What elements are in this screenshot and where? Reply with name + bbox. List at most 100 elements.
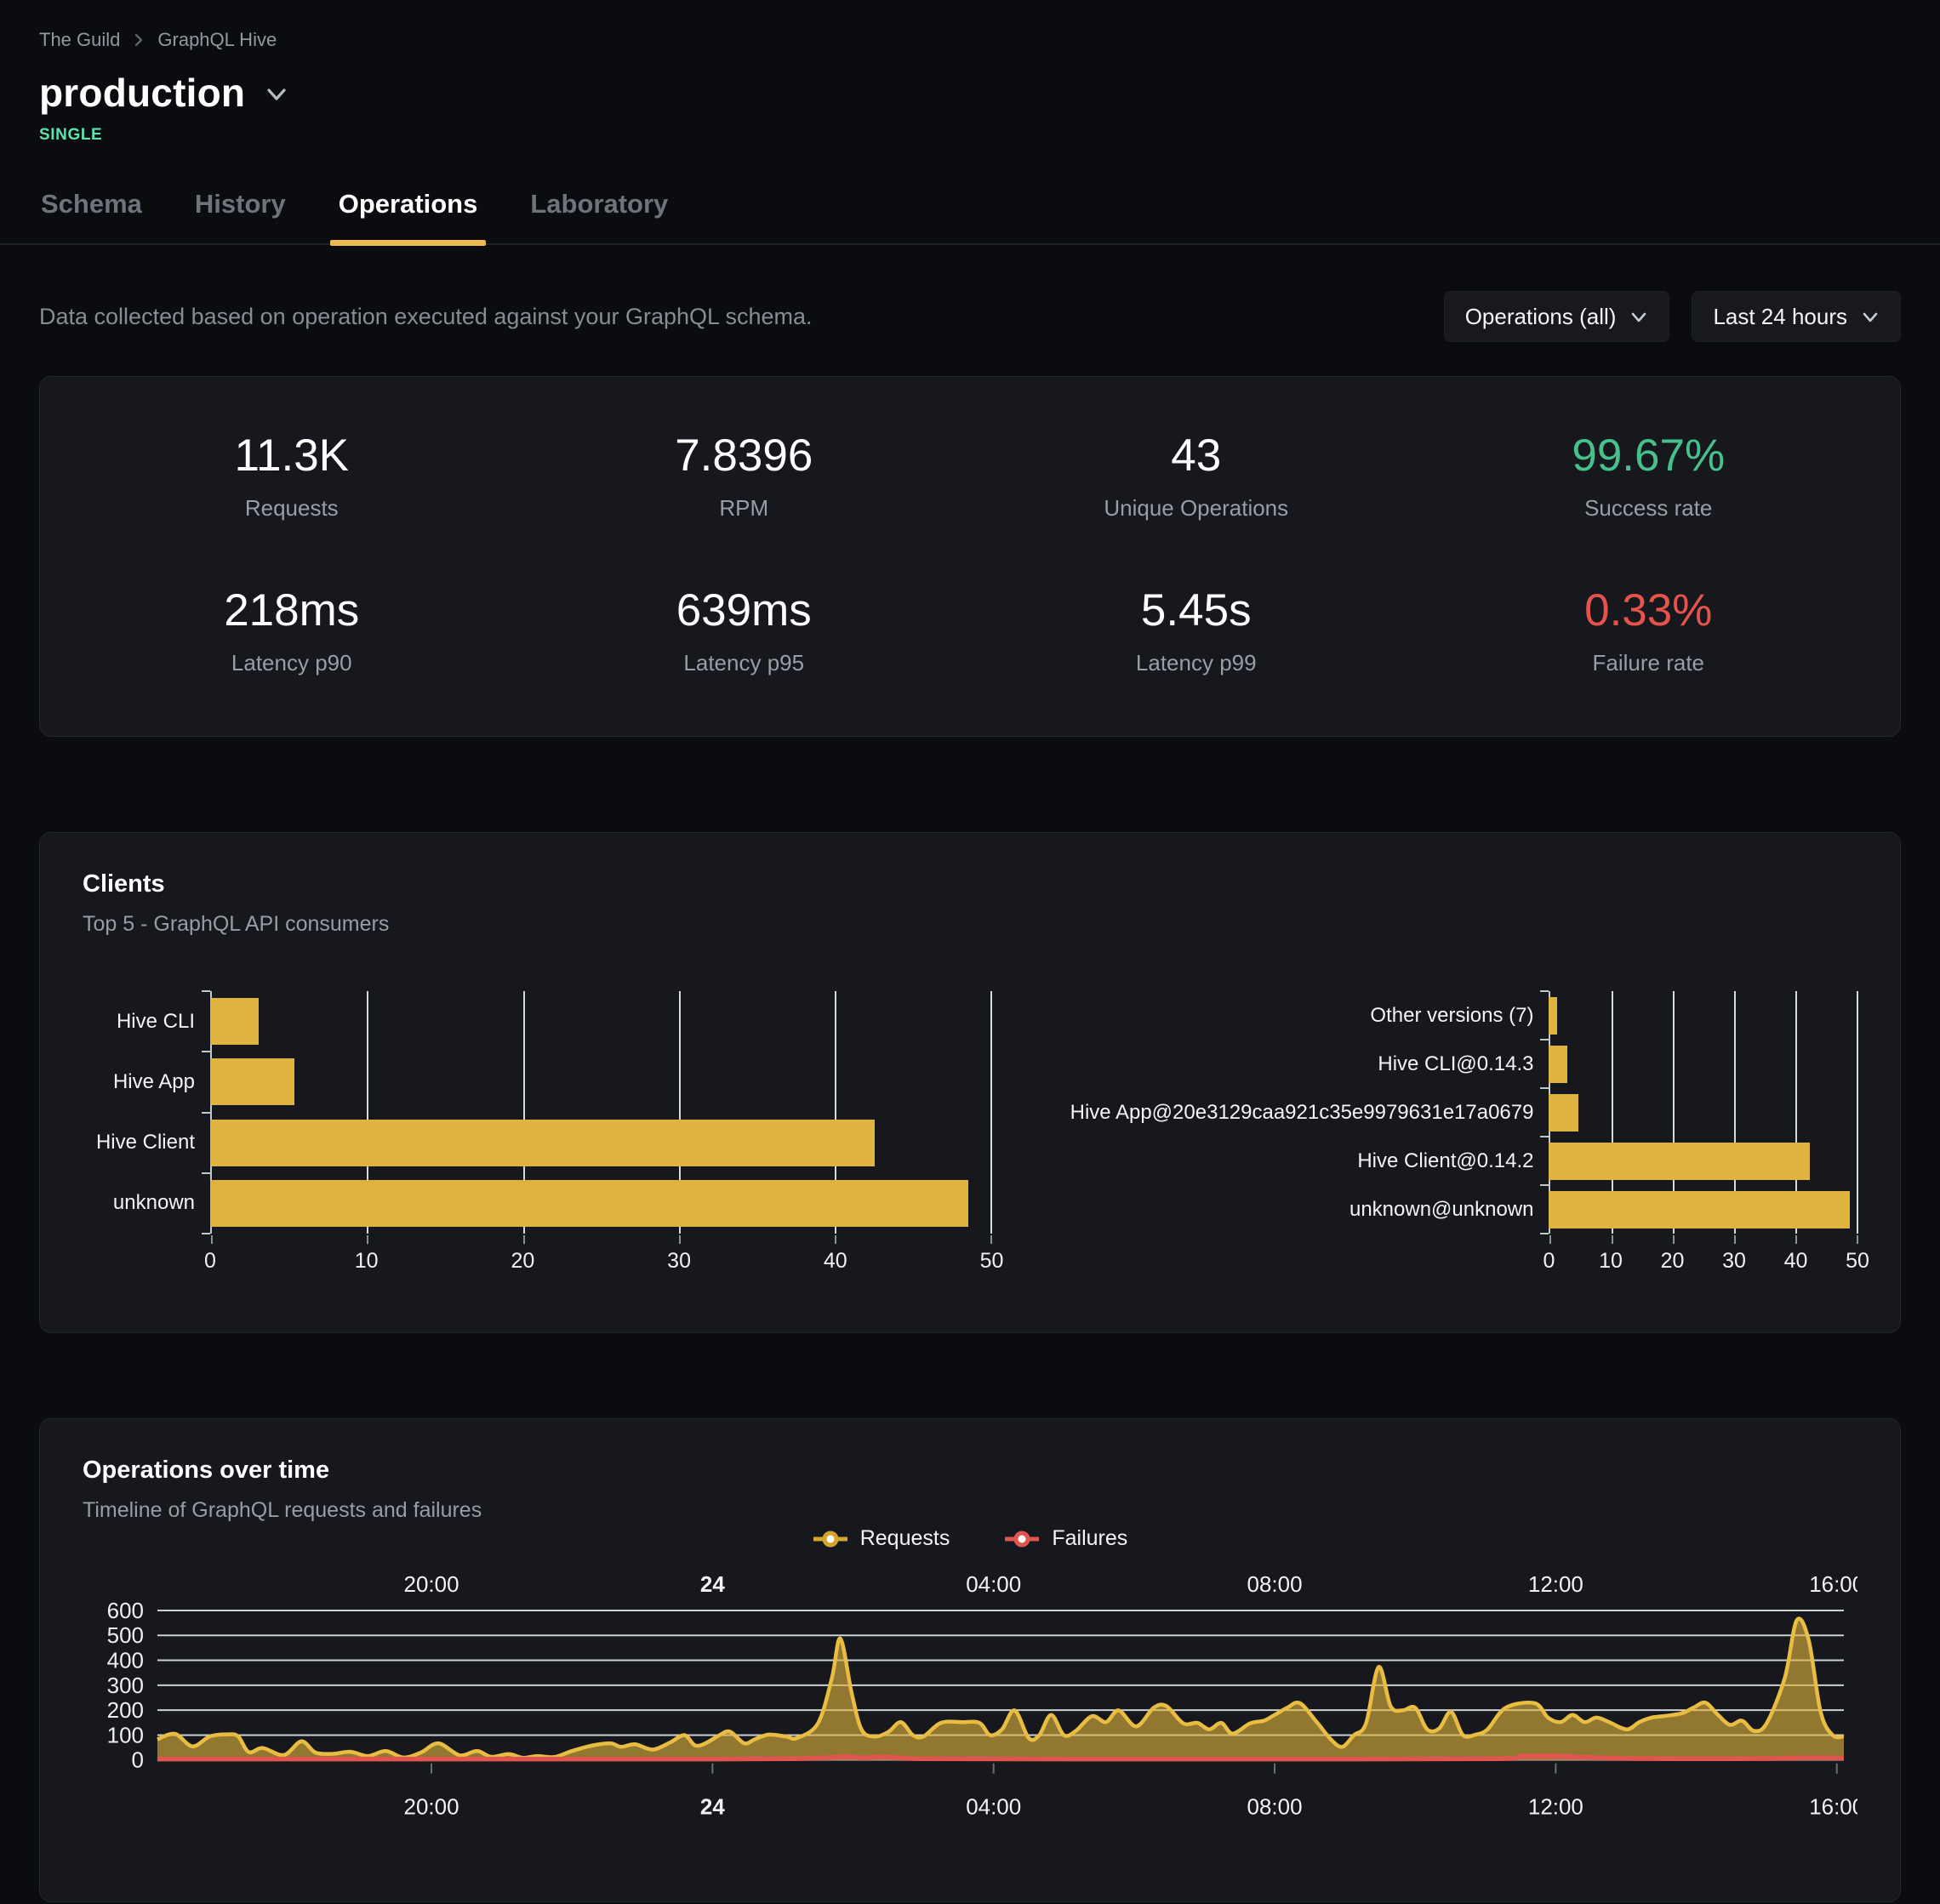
bar-track [1549, 996, 1857, 1035]
bar-track [1549, 1190, 1857, 1228]
bar[interactable] [1549, 996, 1557, 1035]
breadcrumb-org[interactable]: The Guild [39, 29, 121, 50]
y-axis-tick [1540, 1233, 1549, 1234]
period-filter-dropdown[interactable]: Last 24 hours [1692, 291, 1901, 342]
y-axis-tick [1540, 1087, 1549, 1089]
bar-category-label: unknown@unknown [1349, 1197, 1534, 1221]
clients-title: Clients [83, 870, 165, 898]
timeline-legend: Requests Failures [83, 1526, 1857, 1551]
stat-rpm: 7.8396 RPM [675, 430, 813, 521]
failures-series-marker-icon [1005, 1531, 1040, 1547]
y-axis-tick-label: 300 [107, 1673, 144, 1698]
collection-description: Data collected based on operation execut… [39, 303, 813, 329]
x-axis-tick [1794, 1235, 1797, 1244]
bar-track [1549, 1142, 1857, 1180]
tab-schema[interactable]: Schema [39, 189, 144, 243]
stat-latency-p99: 5.45s Latency p99 [1135, 585, 1257, 676]
y-axis-tick-label: 400 [107, 1648, 144, 1673]
x-axis-tick-label: 30 [1722, 1249, 1746, 1273]
x-axis-tick [678, 1235, 681, 1244]
bar-plot-grid [202, 990, 993, 1244]
bar-category-label: Hive CLI@0.14.3 [1378, 1052, 1534, 1075]
bar-row: Hive CLI@0.14.3 [1051, 1045, 1857, 1083]
bar-track [210, 1058, 991, 1106]
operations-filter-value: Operations (all) [1464, 303, 1617, 329]
x-axis-top-label: 04:00 [966, 1571, 1021, 1597]
y-axis-tick [1540, 990, 1549, 992]
bar-category-label: Hive Client [95, 1131, 195, 1154]
y-axis-tick-label: 0 [132, 1747, 144, 1773]
x-axis-tick [1611, 1235, 1613, 1244]
bar-row: Hive App [83, 1058, 991, 1106]
tab-operations[interactable]: Operations [329, 189, 487, 246]
page-header: The Guild GraphQL Hive production SINGLE… [0, 0, 1940, 246]
chevron-right-icon [132, 31, 146, 48]
bar[interactable] [210, 998, 259, 1046]
bar-category-label: unknown [112, 1191, 195, 1215]
x-axis: 0 10 20 30 40 50 [204, 1249, 1003, 1288]
bar[interactable] [1549, 1045, 1568, 1083]
x-axis-tick-label: 30 [667, 1249, 691, 1273]
target-picker-chevron-down-icon[interactable] [264, 85, 289, 108]
x-axis-tick [990, 1235, 993, 1244]
y-axis-tick [202, 1233, 210, 1234]
x-axis-tick-label: 20 [511, 1249, 535, 1273]
bar[interactable] [1549, 1093, 1578, 1132]
x-axis-tick-label: 10 [1599, 1249, 1623, 1273]
bar-category-label: Hive App [112, 1069, 195, 1093]
x-axis-tick-label: 40 [1783, 1249, 1808, 1273]
tab-laboratory[interactable]: Laboratory [528, 189, 670, 243]
bar[interactable] [210, 1058, 295, 1106]
x-axis-bottom-label: 12:00 [1528, 1794, 1583, 1820]
bar[interactable] [210, 1179, 968, 1227]
legend-item-failures[interactable]: Failures [1004, 1526, 1127, 1551]
y-axis-tick-label: 200 [107, 1697, 144, 1723]
bar-category-label: Hive Client@0.14.2 [1357, 1149, 1534, 1172]
bar[interactable] [1549, 1190, 1850, 1228]
stat-unique-operations: 43 Unique Operations [1104, 430, 1289, 521]
bar-row: unknown [83, 1179, 991, 1227]
x-axis-tick-label: 10 [354, 1249, 379, 1273]
clients-subtitle: Top 5 - GraphQL API consumers [83, 912, 390, 936]
y-axis-tick [1540, 1039, 1549, 1040]
tab-bar: Schema History Operations Laboratory [39, 189, 1901, 246]
bar-track [210, 998, 991, 1046]
bar-row: Hive Client@0.14.2 [1051, 1142, 1857, 1180]
x-axis-tick [367, 1235, 369, 1244]
stat-latency-p90: 218ms Latency p90 [224, 585, 360, 676]
gridline [678, 991, 681, 1234]
clients-by-name-chart: Hive CLI Hive App Hive Client unknown 0 1… [83, 990, 1003, 1288]
x-axis-bottom-label: 20:00 [404, 1794, 459, 1820]
x-axis-top-label: 08:00 [1247, 1571, 1303, 1597]
x-axis-tick [211, 1235, 213, 1244]
y-axis-tick-label: 100 [107, 1722, 144, 1747]
bar-category-label: Other versions (7) [1370, 1003, 1534, 1027]
requests-area [157, 1618, 1844, 1760]
y-axis-tick [202, 1171, 210, 1174]
bar[interactable] [210, 1119, 875, 1166]
legend-item-requests[interactable]: Requests [813, 1526, 950, 1551]
breadcrumb: The Guild GraphQL Hive [39, 29, 1901, 51]
x-axis-tick [1733, 1235, 1736, 1244]
failures-line[interactable] [157, 1753, 1845, 1762]
bar[interactable] [1549, 1142, 1811, 1180]
operations-filter-dropdown[interactable]: Operations (all) [1443, 291, 1670, 342]
requests-series-marker-icon [813, 1531, 847, 1547]
operations-over-time-card: Operations over time Timeline of GraphQL… [39, 1418, 1901, 1902]
bar-row: Other versions (7) [1051, 996, 1857, 1035]
y-axis-tick [1540, 1184, 1549, 1186]
gridline [1857, 991, 1858, 1234]
gridline [1672, 991, 1675, 1234]
page-title: production [39, 71, 246, 115]
gridline [367, 991, 369, 1234]
tabs-strip: Schema History Operations Laboratory [0, 189, 1940, 246]
stats-summary-card: 11.3K Requests 7.8396 RPM 43 Unique Oper… [39, 376, 1901, 737]
tab-history[interactable]: History [193, 189, 288, 243]
x-axis-tick-label: 50 [979, 1249, 1004, 1273]
breadcrumb-project[interactable]: GraphQL Hive [157, 29, 277, 50]
bar-row: Hive CLI [83, 998, 991, 1046]
x-axis-tick [522, 1235, 525, 1244]
bar-track [1549, 1045, 1857, 1083]
x-axis-tick-label: 50 [1846, 1249, 1869, 1273]
